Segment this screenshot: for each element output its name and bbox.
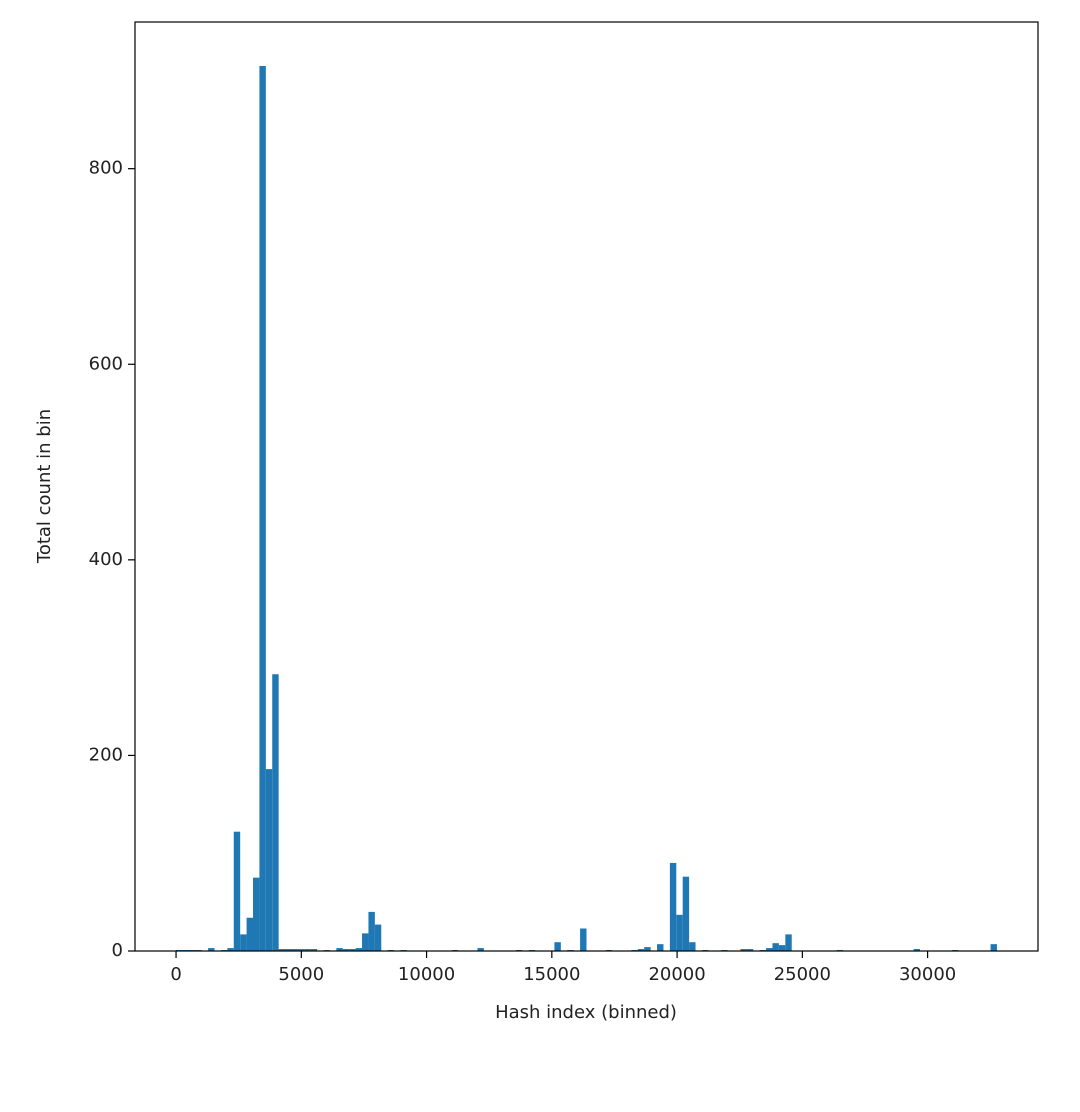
bar bbox=[253, 877, 260, 951]
plot-frame bbox=[134, 21, 1039, 952]
y-tick-label: 600 bbox=[89, 353, 123, 374]
bar bbox=[746, 949, 754, 951]
x-tick-label: 10000 bbox=[398, 964, 455, 985]
x-tick-label: 0 bbox=[170, 964, 181, 985]
bar bbox=[272, 674, 279, 951]
bar bbox=[785, 934, 792, 951]
bar bbox=[766, 948, 773, 951]
bar bbox=[778, 945, 786, 951]
bar bbox=[240, 934, 247, 951]
bar bbox=[297, 949, 305, 951]
x-tick-label: 20000 bbox=[648, 964, 705, 985]
bar bbox=[772, 943, 779, 951]
bar bbox=[310, 949, 318, 951]
bar bbox=[342, 949, 350, 951]
x-tick-label: 5000 bbox=[278, 964, 324, 985]
bar bbox=[580, 928, 587, 951]
bar bbox=[304, 949, 311, 951]
bar bbox=[740, 949, 747, 951]
y-tick-label: 0 bbox=[112, 940, 123, 961]
bar bbox=[259, 66, 266, 952]
bar bbox=[689, 942, 696, 951]
y-axis-label: Total count in bin bbox=[34, 409, 55, 564]
bar bbox=[637, 949, 645, 951]
bar bbox=[657, 944, 664, 951]
bar bbox=[374, 924, 382, 951]
x-tick-label: 25000 bbox=[774, 964, 831, 985]
x-axis-label: Hash index (binned) bbox=[495, 1002, 677, 1023]
x-tick-label: 15000 bbox=[523, 964, 580, 985]
bar bbox=[336, 948, 343, 951]
bar bbox=[291, 949, 298, 951]
bar bbox=[285, 949, 292, 951]
bar bbox=[913, 949, 920, 951]
bar bbox=[477, 948, 484, 951]
y-tick-label: 400 bbox=[89, 549, 123, 570]
bar bbox=[368, 911, 375, 951]
bar bbox=[227, 948, 234, 951]
bar bbox=[233, 831, 241, 951]
bar bbox=[554, 942, 561, 951]
bar bbox=[349, 949, 356, 951]
bar bbox=[682, 876, 690, 951]
bar bbox=[362, 933, 369, 951]
bar bbox=[278, 949, 286, 951]
bar bbox=[208, 948, 215, 951]
bar bbox=[669, 862, 677, 951]
bar bbox=[676, 914, 683, 951]
bar bbox=[990, 944, 997, 951]
bar bbox=[644, 947, 651, 951]
x-tick-label: 30000 bbox=[899, 964, 956, 985]
y-tick-label: 800 bbox=[89, 158, 123, 179]
bar bbox=[246, 917, 254, 951]
y-tick-label: 200 bbox=[89, 744, 123, 765]
bar bbox=[355, 948, 363, 951]
bar bbox=[265, 769, 273, 951]
